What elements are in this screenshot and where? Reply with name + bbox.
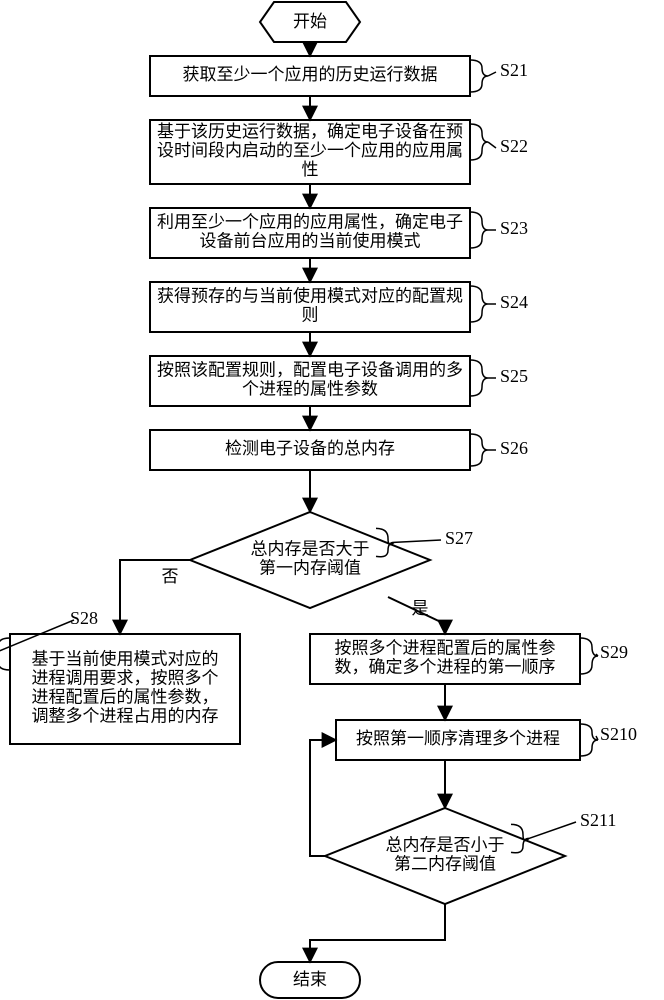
process-text: 基于该历史运行数据，确定电子设备在预 (157, 122, 463, 141)
connector (310, 904, 445, 962)
bracket (470, 124, 488, 160)
leader (488, 142, 496, 148)
step-label: S26 (500, 438, 528, 458)
bracket (0, 638, 10, 670)
process-text: 基于当前使用模式对应的 (32, 648, 219, 668)
connector (120, 560, 190, 634)
leader (394, 540, 441, 542)
step-label: S29 (600, 642, 628, 662)
bracket (470, 60, 488, 92)
step-label: S211 (580, 810, 616, 830)
bracket (470, 360, 488, 396)
step-label: S24 (500, 292, 528, 312)
bracket (470, 212, 488, 248)
process-text: 进程配置后的属性参数， (32, 687, 219, 706)
process-text: 按照多个进程配置后的属性参 (335, 638, 556, 657)
branch-no: 否 (162, 567, 179, 586)
decision-text: 第二内存阈值 (394, 854, 496, 873)
process-text: 获取至少一个应用的历史运行数据 (183, 65, 438, 84)
decision-text: 总内存是否小于 (386, 835, 505, 854)
terminal-text: 开始 (293, 12, 327, 31)
terminal-text: 结束 (293, 970, 327, 989)
process-text: 性 (302, 160, 319, 179)
step-label: S27 (445, 528, 473, 548)
step-label: S21 (500, 60, 528, 80)
step-label: S25 (500, 366, 528, 386)
bracket (580, 724, 598, 756)
decision-text: 总内存是否大于 (251, 539, 370, 558)
leader (488, 72, 496, 76)
leader (529, 822, 576, 838)
process-text: 个进程的属性参数 (242, 379, 378, 398)
process-text: 按照第一顺序清理多个进程 (356, 729, 560, 748)
process-text: 则 (302, 305, 319, 324)
process-text: 按照该配置规则，配置电子设备调用的多 (157, 360, 463, 379)
step-label: S28 (70, 608, 98, 628)
bracket (580, 638, 598, 674)
step-label: S22 (500, 136, 528, 156)
process-text: 检测电子设备的总内存 (225, 439, 395, 458)
step-label: S23 (500, 218, 528, 238)
decision-text: 第一内存阈值 (259, 558, 361, 577)
bracket (470, 286, 488, 322)
step-label: S210 (600, 724, 637, 744)
process-text: 利用至少一个应用的应用属性，确定电子 (157, 212, 463, 231)
process-text: 获得预存的与当前使用模式对应的配置规 (157, 285, 463, 305)
process-text: 数，确定多个进程的第一顺序 (335, 657, 556, 676)
process-text: 调整多个进程占用的内存 (32, 706, 219, 725)
bracket (470, 434, 488, 466)
process-text: 设时间段内启动的至少一个应用的应用属 (157, 141, 463, 160)
process-text: 进程调用要求，按照多个 (32, 668, 219, 687)
connector (310, 740, 336, 856)
process-text: 设备前台应用的当前使用模式 (200, 230, 421, 250)
